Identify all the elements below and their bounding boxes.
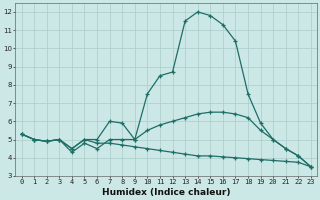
- X-axis label: Humidex (Indice chaleur): Humidex (Indice chaleur): [102, 188, 230, 197]
